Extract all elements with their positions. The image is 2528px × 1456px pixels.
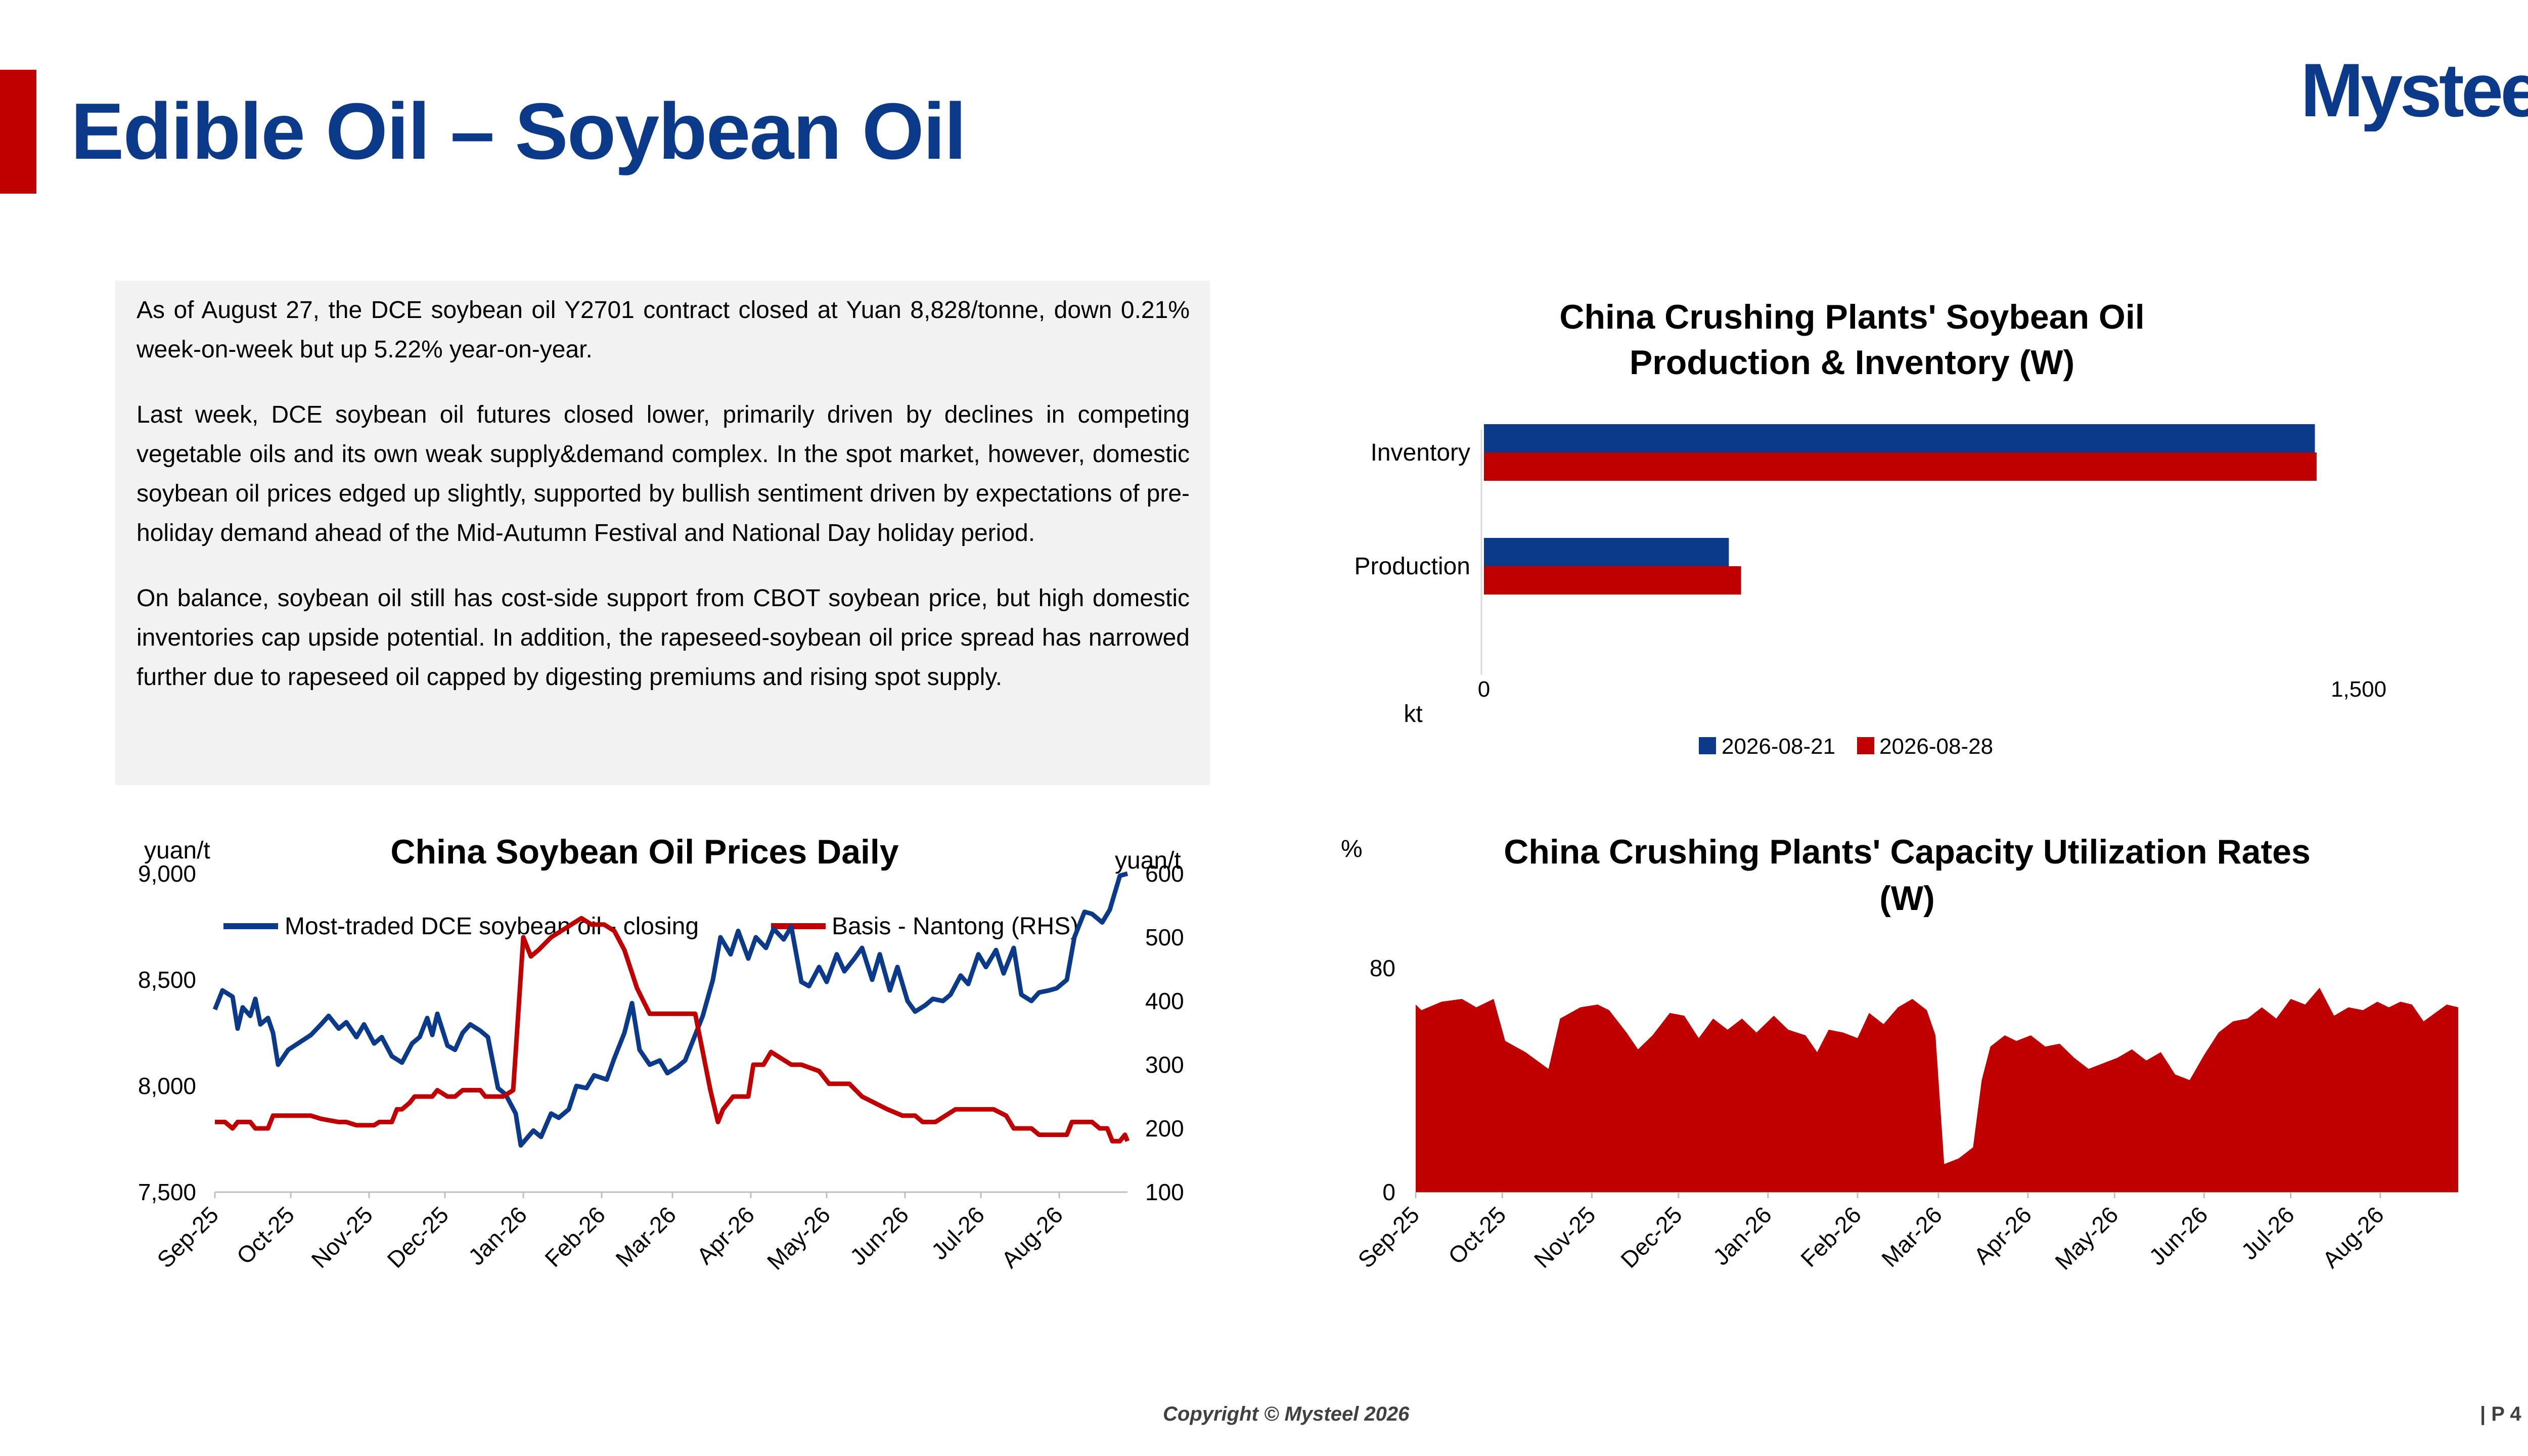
logo-wordmark: Mysteel — [2300, 48, 2528, 131]
x-tick-label: Apr-26 — [692, 1201, 759, 1269]
y-tick-label-right: 100 — [1145, 1179, 1184, 1205]
x-tick-label: Oct-25 — [232, 1201, 299, 1269]
bar — [1484, 566, 1741, 595]
commentary-paragraph-3: On balance, soybean oil still has cost-s… — [137, 585, 1190, 691]
capacity-utilization-chart: China Crushing Plants' Capacity Utilizat… — [1341, 833, 2458, 1275]
title-accent-bar — [0, 70, 36, 194]
chart-title: China Soybean Oil Prices Daily — [390, 833, 898, 871]
left-axis-unit: yuan/t — [144, 837, 210, 864]
page-title: Edible Oil – Soybean Oil — [71, 87, 966, 176]
x-tick-label: Nov-25 — [306, 1201, 378, 1273]
y-tick-label-left: 9,000 — [138, 860, 196, 887]
page-number: | P 4 — [2480, 1403, 2521, 1425]
unit-label: kt — [1404, 701, 1422, 727]
utilization-area — [1416, 987, 2458, 1192]
x-tick-label: May-26 — [2050, 1201, 2123, 1275]
legend-swatch-2 — [1857, 737, 1874, 754]
mysteel-logo: Mysteel — [2300, 48, 2528, 131]
x-tick-label: May-26 — [762, 1201, 835, 1275]
category-label: Production — [1355, 553, 1470, 580]
x-tick-label: Feb-26 — [1795, 1201, 1866, 1272]
bar — [1484, 424, 2315, 452]
series-line-2 — [215, 916, 1130, 1144]
y-tick-label-left: 7,500 — [138, 1179, 196, 1205]
x-tick-label: Apr-26 — [1969, 1201, 2037, 1269]
bar — [1484, 452, 2317, 481]
production-inventory-chart: China Crushing Plants' Soybean Oil Produ… — [1355, 298, 2387, 759]
x-tick-label: Dec-25 — [1615, 1201, 1687, 1273]
legend-label-2: 2026-08-28 — [1879, 734, 1993, 759]
x-tick-label: Jan-26 — [463, 1201, 532, 1270]
y-axis-unit: % — [1341, 836, 1363, 862]
x-tick-label: Mar-26 — [1876, 1201, 1947, 1272]
x-tick-label: Oct-25 — [1443, 1201, 1511, 1269]
chart-title-line-2: Production & Inventory (W) — [1630, 343, 2074, 382]
x-tick-label: 1,500 — [2331, 677, 2386, 702]
chart-title-line-1: China Crushing Plants' Soybean Oil — [1559, 298, 2144, 336]
x-tick-label: Sep-25 — [152, 1201, 223, 1273]
y-tick-label-right: 300 — [1145, 1052, 1184, 1078]
y-tick-label-left: 8,000 — [138, 1073, 196, 1099]
legend-label-1: Most-traded DCE soybean oil - closing — [285, 913, 699, 940]
chart-title-line-2: (W) — [1879, 879, 1934, 918]
x-tick-label: Sep-25 — [1352, 1201, 1424, 1273]
x-tick-label: Jun-26 — [845, 1201, 914, 1270]
commentary-paragraph-2: Last week, DCE soybean oil futures close… — [137, 401, 1190, 547]
legend-label-1: 2026-08-21 — [1722, 734, 1835, 759]
x-tick-label: Aug-26 — [996, 1201, 1068, 1273]
copyright-text: Copyright © Mysteel 2026 — [1163, 1403, 1410, 1425]
x-tick-label: Mar-26 — [610, 1201, 681, 1272]
right-axis-unit: yuan/t — [1115, 847, 1181, 874]
chart-title-line-1: China Crushing Plants' Capacity Utilizat… — [1504, 833, 2311, 871]
y-tick-label-left: 8,500 — [138, 967, 196, 993]
y-tick-label-right: 600 — [1145, 860, 1184, 887]
legend-swatch-1 — [1699, 737, 1716, 754]
category-label: Inventory — [1371, 439, 1470, 466]
y-tick-label: 0 — [1382, 1179, 1395, 1205]
y-tick-label: 80 — [1370, 955, 1395, 981]
commentary-paragraph-1: As of August 27, the DCE soybean oil Y27… — [137, 297, 1190, 363]
y-tick-label-right: 200 — [1145, 1115, 1184, 1142]
x-tick-label: Jun-26 — [2144, 1201, 2213, 1270]
commentary-panel: As of August 27, the DCE soybean oil Y27… — [115, 281, 1210, 785]
y-tick-label-right: 500 — [1145, 924, 1184, 950]
x-tick-label: 0 — [1478, 677, 1490, 702]
series-line-1 — [212, 871, 1128, 1148]
x-tick-label: Aug-26 — [2317, 1201, 2389, 1273]
x-tick-label: Jul-26 — [2236, 1201, 2299, 1264]
legend-label-2: Basis - Nantong (RHS) — [832, 913, 1078, 940]
x-tick-label: Feb-26 — [539, 1201, 610, 1272]
bar — [1484, 538, 1729, 566]
x-tick-label: Dec-25 — [382, 1201, 454, 1273]
y-tick-label-right: 400 — [1145, 988, 1184, 1014]
prices-daily-chart: China Soybean Oil Prices Daily yuan/t yu… — [138, 833, 1184, 1275]
x-tick-label: Nov-25 — [1529, 1201, 1601, 1273]
x-tick-label: Jul-26 — [926, 1201, 989, 1264]
x-tick-label: Jan-26 — [1708, 1201, 1777, 1270]
